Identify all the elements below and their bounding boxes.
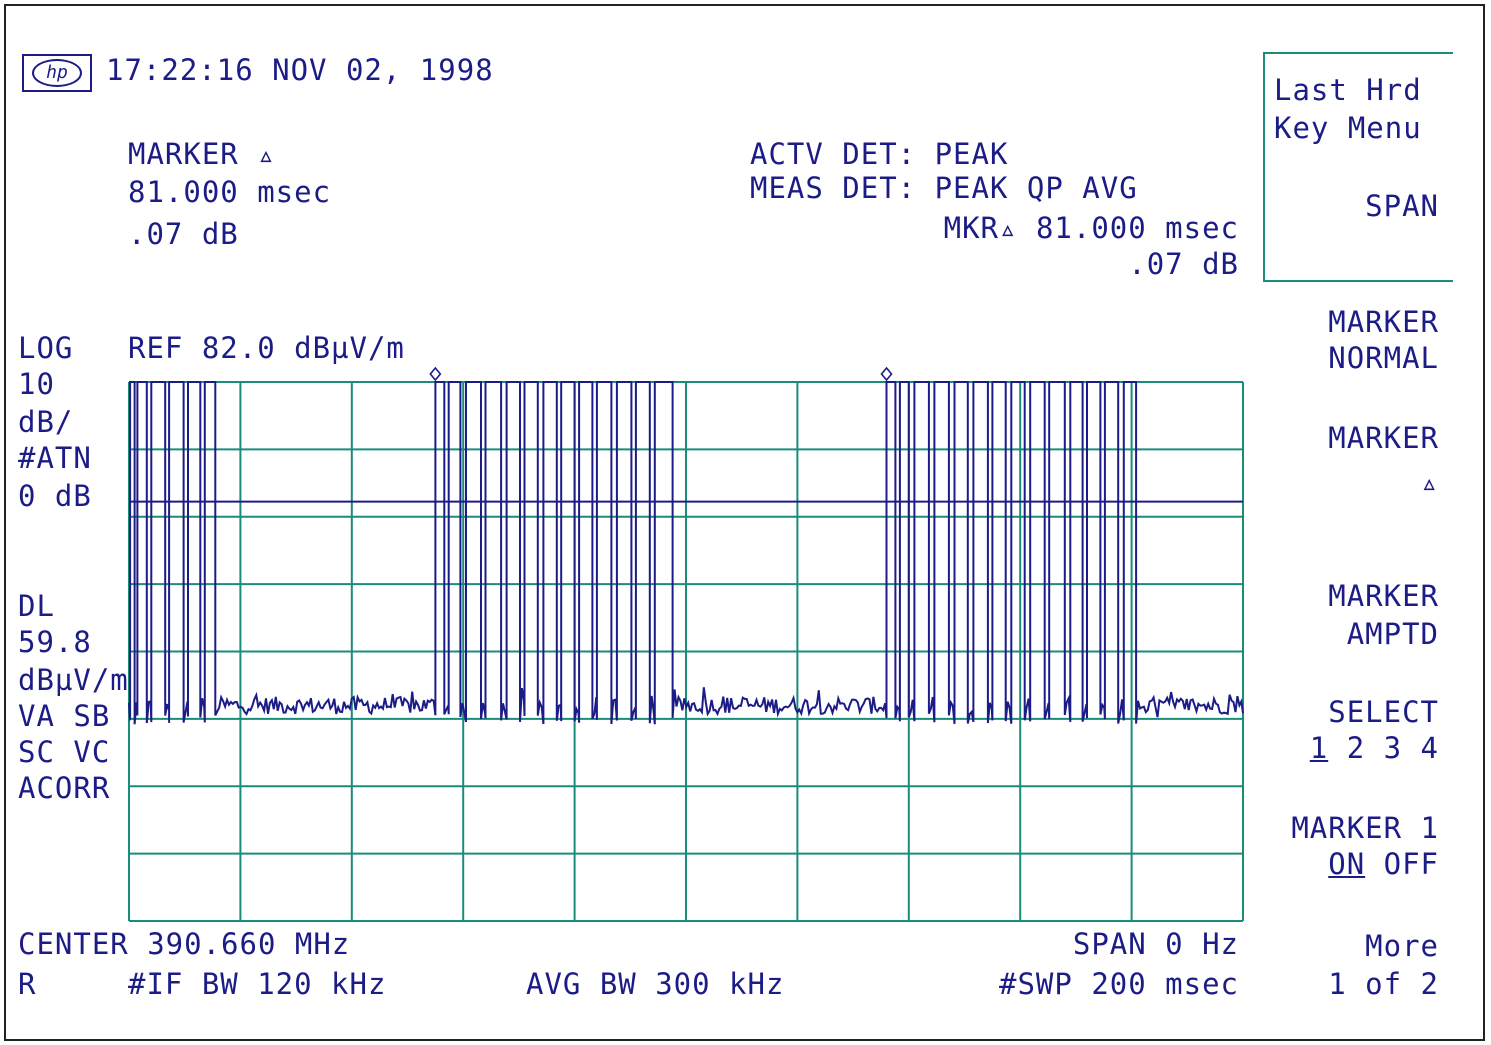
marker1-on[interactable]: ON bbox=[1328, 847, 1366, 881]
span: SPAN 0 Hz bbox=[1072, 927, 1239, 961]
r-label: R bbox=[18, 967, 37, 1001]
softkey-span[interactable]: SPAN bbox=[1365, 189, 1439, 223]
trace-line bbox=[128, 381, 1244, 725]
display-line-value: 59.8 bbox=[18, 625, 92, 659]
softkey-box-line1: Last Hrd bbox=[1274, 73, 1422, 107]
softkey-select-line2[interactable]: 1 2 3 4 bbox=[1310, 732, 1439, 764]
attenuation-label: #ATN bbox=[18, 441, 92, 475]
active-detector: ACTV DET: PEAK bbox=[750, 137, 1009, 171]
annotation-acorr: ACORR bbox=[18, 771, 111, 805]
screen-frame bbox=[4, 4, 1485, 1041]
marker-time: 81.000 msec bbox=[128, 175, 332, 209]
marker1-off[interactable]: OFF bbox=[1365, 847, 1439, 881]
select-current[interactable]: 1 bbox=[1309, 731, 1329, 765]
marker-diamond bbox=[429, 366, 442, 382]
select-others[interactable]: 2 3 4 bbox=[1328, 731, 1439, 765]
display-line-label: DL bbox=[18, 589, 55, 623]
scale-type: LOG bbox=[18, 331, 74, 365]
softkey-marker-amptd-line2[interactable]: AMPTD bbox=[1346, 617, 1439, 651]
mkr-delta-readout: MKR▵ 81.000 msec bbox=[943, 211, 1239, 245]
softkey-marker-delta-line2[interactable]: ▵ bbox=[1420, 465, 1439, 499]
last-hrd-key-menu-box bbox=[1263, 52, 1453, 282]
scale-per-div-value: 10 bbox=[18, 367, 55, 401]
reference-level: REF 82.0 dBµV/m bbox=[128, 331, 405, 365]
display-line-unit: dBµV/m bbox=[18, 663, 129, 697]
scale-per-div-unit: dB/ bbox=[18, 405, 74, 439]
hp-logo-mark: hp bbox=[32, 59, 82, 87]
softkey-marker1-line2[interactable]: ON OFF bbox=[1328, 848, 1439, 880]
marker-diamond bbox=[880, 366, 893, 382]
center-frequency: CENTER 390.660 MHz bbox=[18, 927, 351, 961]
softkey-marker1-line1[interactable]: MARKER 1 bbox=[1291, 811, 1439, 845]
timestamp: 17:22:16 NOV 02, 1998 bbox=[106, 53, 494, 87]
sweep-time: #SWP 200 msec bbox=[999, 967, 1239, 1001]
mkr-delta-ampl: .07 dB bbox=[1128, 247, 1239, 281]
annotation-sc-vc: SC VC bbox=[18, 735, 111, 769]
softkey-marker-delta-line1[interactable]: MARKER bbox=[1328, 421, 1439, 455]
attenuation-value: 0 dB bbox=[18, 479, 92, 513]
if-bandwidth: #IF BW 120 kHz bbox=[128, 967, 387, 1001]
measured-detector: MEAS DET: PEAK QP AVG bbox=[750, 171, 1138, 205]
annotation-va-sb: VA SB bbox=[18, 699, 111, 733]
softkey-more-line2[interactable]: 1 of 2 bbox=[1328, 967, 1439, 1001]
avg-bandwidth: AVG BW 300 kHz bbox=[526, 967, 785, 1001]
softkey-box-line2: Key Menu bbox=[1274, 111, 1422, 145]
softkey-marker-amptd-line1[interactable]: MARKER bbox=[1328, 579, 1439, 613]
softkey-select-line1[interactable]: SELECT bbox=[1328, 695, 1439, 729]
softkey-more-line1[interactable]: More bbox=[1365, 929, 1439, 963]
softkey-marker-normal-line2[interactable]: NORMAL bbox=[1328, 341, 1439, 375]
marker-ampl: .07 dB bbox=[128, 217, 239, 251]
marker-title: MARKER ▵ bbox=[128, 137, 276, 171]
hp-logo: hp bbox=[22, 54, 92, 92]
softkey-marker-normal-line1[interactable]: MARKER bbox=[1328, 305, 1439, 339]
